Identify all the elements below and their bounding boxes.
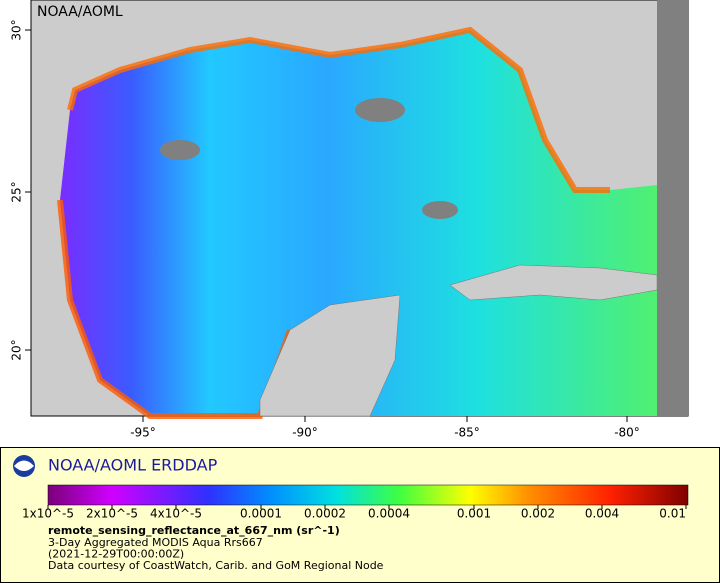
legend: NOAA/AOML ERDDAP remote_sensing_reflecta…: [0, 447, 720, 583]
map: NOAA/AOML: [30, 0, 689, 419]
colorbar-label: 0.0002: [304, 507, 346, 521]
colorbar-label: 2x10^-5: [86, 507, 138, 521]
lat-label: 20°: [10, 339, 24, 360]
colorbar-label: 1x10^-5: [22, 507, 74, 521]
colorbar-label: 0.002: [521, 507, 555, 521]
colorbar-label: 0.0004: [368, 507, 410, 521]
legend-title: NOAA/AOML ERDDAP: [48, 456, 218, 475]
colorbar-label: 4x10^-5: [150, 507, 202, 521]
lon-label: -80°: [614, 426, 640, 440]
legend-line: Data courtesy of CoastWatch, Carib. and …: [48, 559, 384, 572]
colorbar-label: 0.01: [659, 507, 686, 521]
colorbar: [47, 484, 689, 506]
colorbar-label: 0.001: [457, 507, 491, 521]
colorbar-label: 0.0001: [240, 507, 282, 521]
colorbar-label: 0.004: [585, 507, 619, 521]
noaa-logo-bird: [14, 460, 34, 471]
legend-line: 3-Day Aggregated MODIS Aqua Rrs667: [48, 536, 263, 549]
watermark: NOAA/AOML: [37, 4, 123, 20]
lat-label: 25°: [10, 181, 24, 202]
lon-label: -85°: [454, 426, 480, 440]
variable-name: remote_sensing_reflectance_at_667_nm (sr…: [48, 524, 340, 537]
lon-label: -95°: [130, 426, 156, 440]
legend-line: (2021-12-29T00:00:00Z): [48, 548, 184, 561]
lon-label: -90°: [292, 426, 318, 440]
lat-label: 30°: [10, 19, 24, 40]
